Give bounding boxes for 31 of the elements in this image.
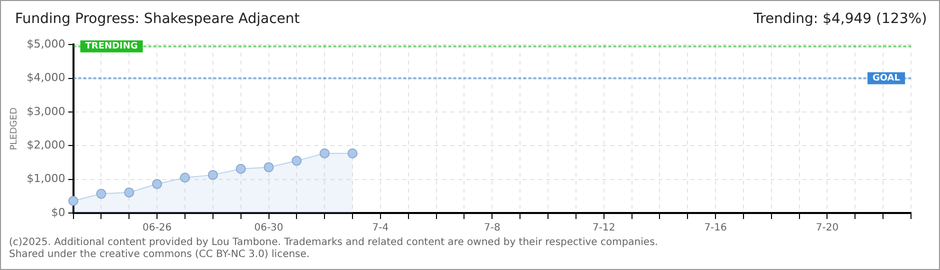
chart-subtitle: Trending: $4,949 (123%) [753, 11, 927, 29]
y-tick-label: $0 [51, 206, 66, 219]
x-tick-label: 7-8 [484, 222, 500, 234]
ref-line-label: TRENDING [85, 42, 138, 52]
y-tick-label: $2,000 [26, 138, 66, 152]
y-tick-label: $4,000 [26, 71, 66, 84]
chart-title: Funding Progress: Shakespeare Adjacent [15, 11, 300, 29]
x-tick-label: 7-12 [592, 222, 616, 234]
point [96, 188, 106, 199]
y-tick-label: $5,000 [26, 37, 66, 50]
text: (c)2025. Additional content provided by Lou Tambone. Trademarks and related content are owned by their respective companies. [9, 237, 659, 249]
point [292, 156, 302, 166]
x-tick-label: 06-30 [254, 222, 284, 234]
point [180, 172, 190, 183]
point [320, 148, 330, 158]
ref-line-label: GOAL [872, 74, 900, 84]
point [124, 187, 134, 198]
y-axis-title: PLEDGED [10, 107, 20, 150]
point [264, 162, 274, 172]
point [236, 164, 246, 174]
point [348, 148, 358, 158]
x-tick-label: 7-4 [372, 222, 389, 234]
point [208, 170, 218, 180]
y-tick-label: $3,000 [26, 104, 66, 118]
point [68, 196, 78, 206]
y-tick-label: $1,000 [26, 172, 66, 186]
text: Shared under the creative commons (CC BY-NC 3.0) license. [9, 249, 311, 261]
x-tick-label: 7-20 [816, 222, 839, 234]
point [152, 179, 162, 190]
x-tick-label: 7-16 [704, 222, 727, 234]
x-tick-label: 06-26 [142, 222, 172, 234]
